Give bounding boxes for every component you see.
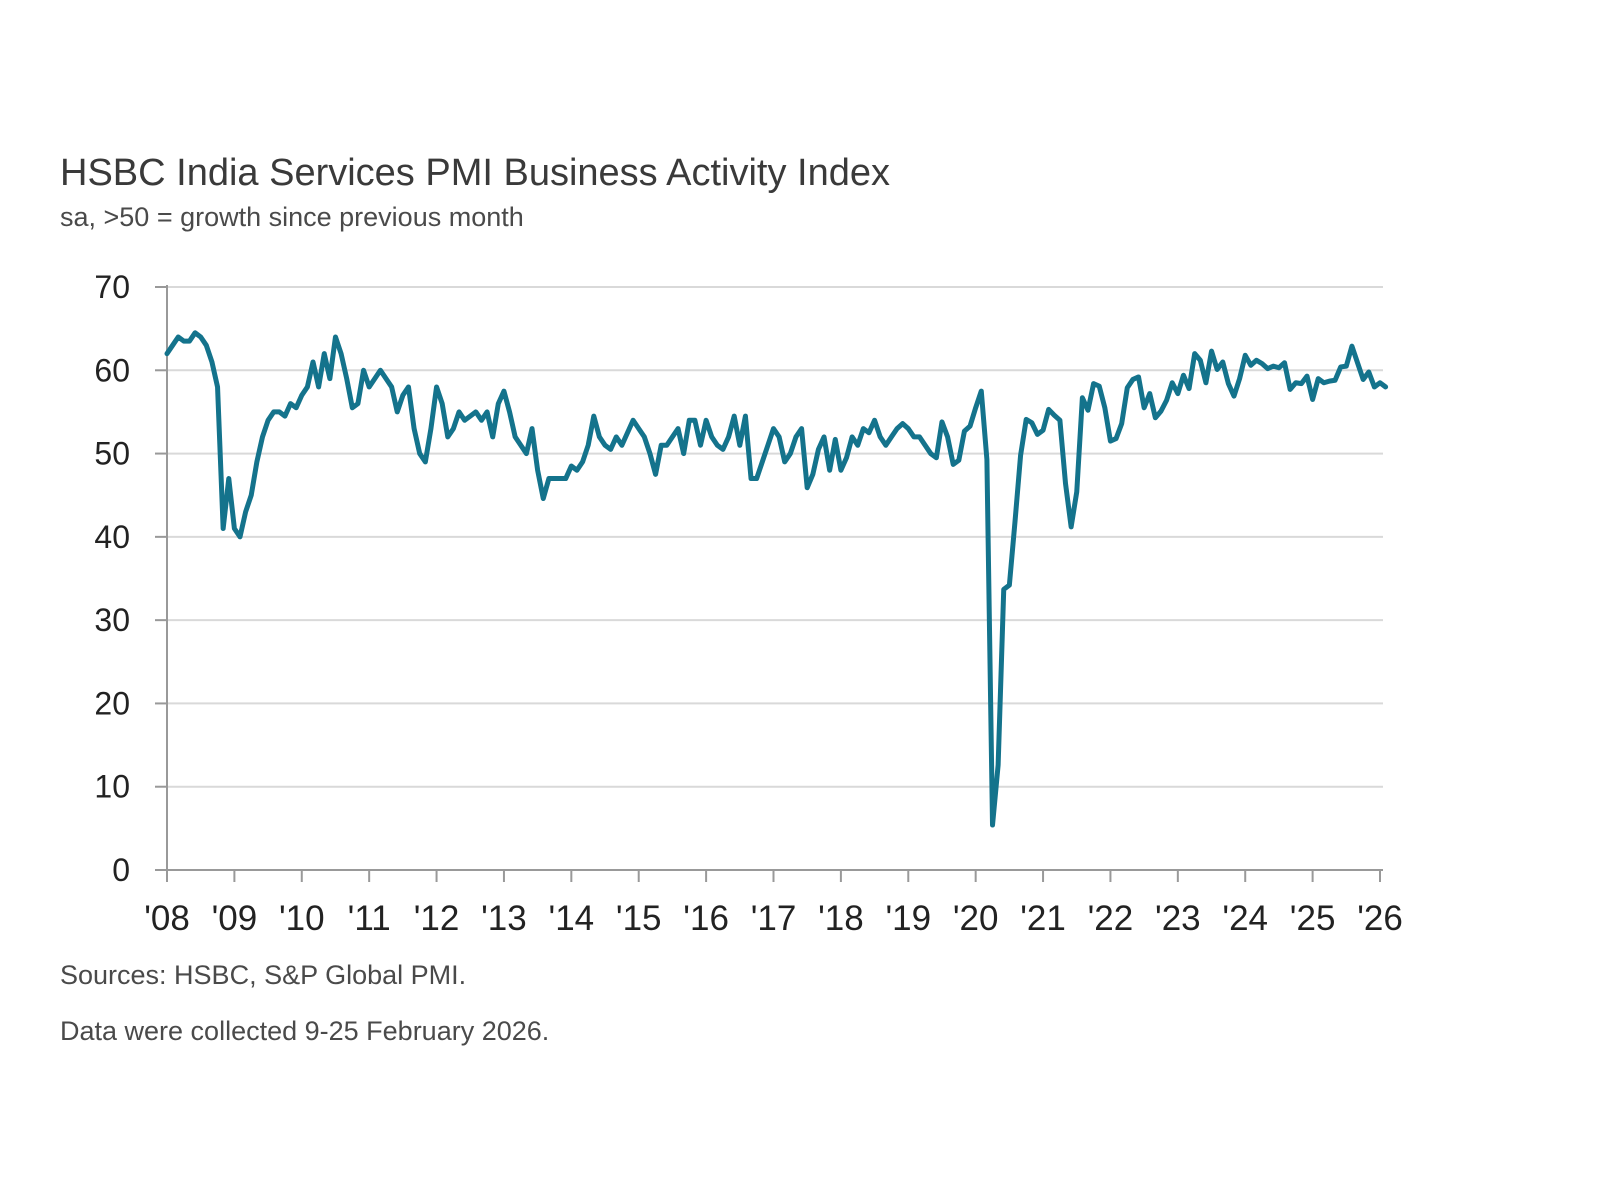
x-tick-label: '21 <box>1020 899 1066 938</box>
x-tick-label: '18 <box>818 899 864 938</box>
x-tick-label: '10 <box>279 899 325 938</box>
x-tick-label: '22 <box>1088 899 1134 938</box>
x-tick-label: '20 <box>953 899 999 938</box>
y-tick-label: 0 <box>112 852 130 888</box>
y-tick-label: 50 <box>94 436 130 472</box>
x-tick-label: '17 <box>751 899 797 938</box>
chart-subtitle: sa, >50 = growth since previous month <box>60 202 524 232</box>
x-tick-label: '13 <box>481 899 527 938</box>
x-tick-label: '15 <box>616 899 662 938</box>
x-tick-label: '26 <box>1357 899 1403 938</box>
collection-note: Data were collected 9-25 February 2026. <box>60 1016 550 1046</box>
x-tick-label: '25 <box>1290 899 1336 938</box>
sources-note: Sources: HSBC, S&P Global PMI. <box>60 960 467 990</box>
x-tick-label: '23 <box>1155 899 1201 938</box>
x-tick-label: '19 <box>885 899 931 938</box>
y-tick-label: 20 <box>94 685 130 721</box>
x-tick-label: '11 <box>348 899 391 938</box>
y-tick-label: 40 <box>94 519 130 555</box>
y-tick-label: 70 <box>94 269 130 305</box>
x-tick-label: '09 <box>212 899 258 938</box>
x-tick-label: '12 <box>414 899 460 938</box>
x-tick-label: '08 <box>144 899 190 938</box>
chart-title: HSBC India Services PMI Business Activit… <box>60 152 890 194</box>
y-tick-label: 60 <box>94 352 130 388</box>
x-tick-label: '14 <box>549 899 595 938</box>
series-line <box>164 330 1389 828</box>
y-tick-label: 10 <box>94 769 130 805</box>
y-tick-label: 30 <box>94 602 130 638</box>
x-tick-label: '24 <box>1222 899 1268 938</box>
x-tick-label: '16 <box>683 899 729 938</box>
